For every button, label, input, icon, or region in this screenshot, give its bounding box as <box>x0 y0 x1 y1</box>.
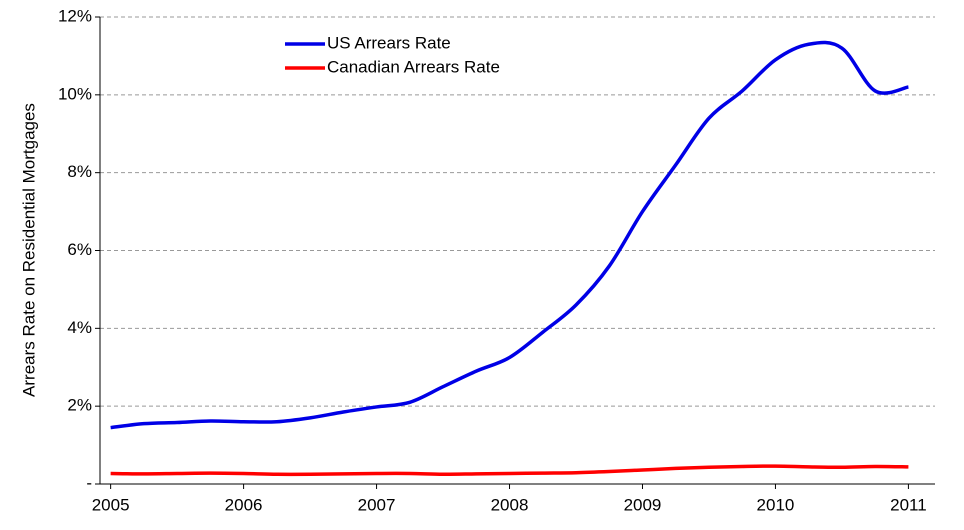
x-tick-label: 2009 <box>624 495 662 514</box>
y-tick-label: 4% <box>67 318 92 337</box>
x-tick-label: 2006 <box>225 495 263 514</box>
legend-label: Canadian Arrears Rate <box>327 57 500 76</box>
line-series <box>110 40 909 430</box>
y-tick-label: 12% <box>58 6 92 25</box>
x-tick-label: 2007 <box>358 495 396 514</box>
x-tick-label: 2008 <box>491 495 529 514</box>
y-tick-label: 8% <box>67 162 92 181</box>
y-tick-label: 2% <box>67 396 92 415</box>
y-tick-label: 10% <box>58 84 92 103</box>
y-tick-label: - <box>86 473 92 492</box>
x-tick-label: 2011 <box>890 495 927 514</box>
line-series <box>110 464 909 477</box>
x-tick-label: 2005 <box>92 495 130 514</box>
x-tick-label: 2010 <box>757 495 795 514</box>
y-tick-label: 6% <box>67 240 92 259</box>
y-axis-label: Arrears Rate on Residential Mortgages <box>19 103 38 397</box>
legend-label: US Arrears Rate <box>327 33 451 52</box>
